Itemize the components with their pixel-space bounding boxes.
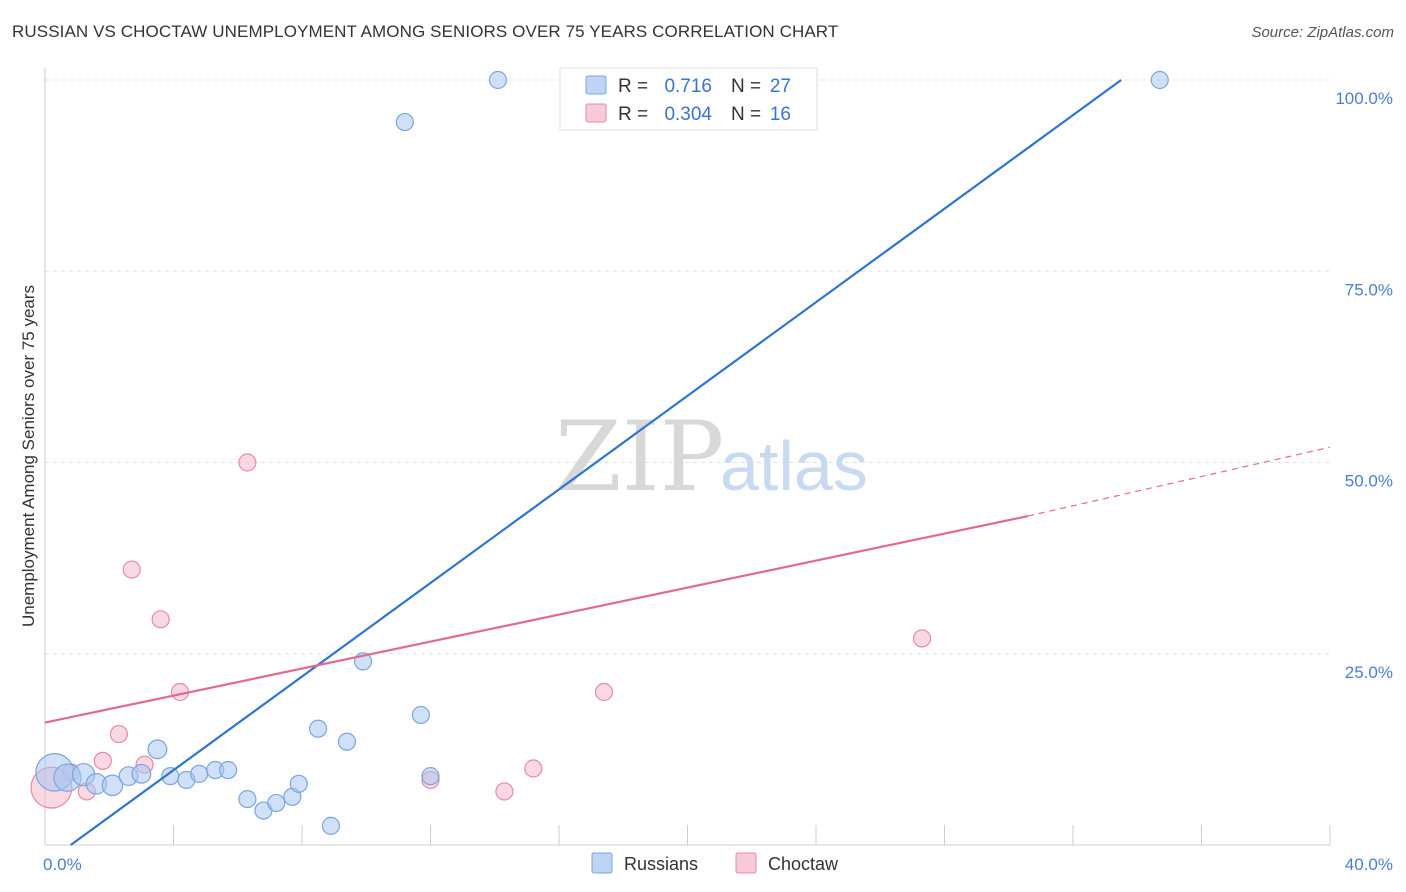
series-legend-swatch-russians (591, 852, 613, 874)
legend-n-value-russians: 27 (770, 76, 791, 97)
russians-point-26 (1150, 70, 1169, 90)
y-tick-label-2: 75.0% (1345, 280, 1393, 299)
legend-swatch-russians (585, 75, 607, 95)
choctaw-point-4 (109, 724, 128, 744)
series-legend-label-russians: Russians (624, 854, 698, 874)
legend-r-value-russians: 0.716 (664, 76, 712, 97)
legend-r-value-choctaw: 0.304 (664, 104, 712, 125)
russians-point-17 (289, 774, 308, 793)
stats-legend: R = 0.716 N = 27 R = 0.304 N = 16 (559, 67, 818, 131)
russians-point-10 (190, 764, 209, 783)
watermark-atlas: atlas (720, 427, 868, 505)
russians-point-23 (411, 705, 430, 725)
legend-r-label-russians: R = (618, 76, 648, 97)
trend-lines (44, 79, 1331, 846)
russians-point-20 (337, 732, 357, 751)
chart-title: RUSSIAN VS CHOCTAW UNEMPLOYMENT AMONG SE… (12, 22, 839, 41)
russians-point-24 (421, 767, 440, 786)
legend-r-label-choctaw: R = (618, 104, 648, 125)
choctaw-point-12 (524, 759, 543, 778)
choctaw-trend-line (44, 514, 1029, 724)
russians-point-6 (131, 763, 152, 784)
watermark-zip: ZIP (555, 401, 724, 513)
russians-point-4 (101, 774, 124, 797)
series-legend-swatch-choctaw (735, 852, 757, 874)
russians-point-18 (308, 719, 328, 738)
choctaw-trend-extension (1027, 446, 1331, 517)
x-tick-label-max: 40.0% (1345, 855, 1393, 874)
legend-swatch-choctaw (585, 103, 607, 123)
choctaw-point-3 (93, 751, 112, 770)
y-tick-labels: 25.0% 50.0% 75.0% 100.0% (1335, 89, 1393, 682)
russians-point-19 (321, 816, 341, 835)
legend-n-value-choctaw: 16 (770, 104, 791, 125)
legend-n-label-russians: N = (731, 76, 761, 97)
chart-source: Source: ZipAtlas.com (1251, 24, 1394, 41)
russians-points (35, 70, 1169, 835)
x-tick-label-min: 0.0% (43, 855, 82, 874)
russians-trend-line (70, 79, 1122, 846)
series-legend: Russians Choctaw (591, 852, 839, 874)
y-tick-label-0: 25.0% (1345, 663, 1393, 682)
choctaw-point-13 (594, 682, 614, 702)
choctaw-point-5 (122, 560, 141, 579)
y-tick-label-1: 50.0% (1345, 472, 1393, 491)
russians-point-12 (219, 760, 238, 780)
russians-point-13 (238, 789, 257, 809)
choctaw-point-7 (151, 610, 170, 629)
x-minor-ticks (173, 825, 1331, 845)
series-legend-label-choctaw: Choctaw (768, 854, 839, 874)
russians-point-7 (147, 739, 168, 760)
y-axis-label: Unemployment Among Seniors over 75 years (19, 285, 38, 627)
legend-n-label-choctaw: N = (731, 104, 761, 125)
grid-lines (45, 79, 1330, 655)
choctaw-point-9 (238, 453, 257, 472)
choctaw-point-11 (495, 782, 514, 801)
y-tick-label-3: 100.0% (1335, 89, 1393, 108)
russians-point-25 (488, 70, 508, 90)
russians-point-22 (395, 112, 414, 132)
choctaw-point-14 (912, 629, 932, 648)
russians-point-15 (267, 793, 286, 813)
